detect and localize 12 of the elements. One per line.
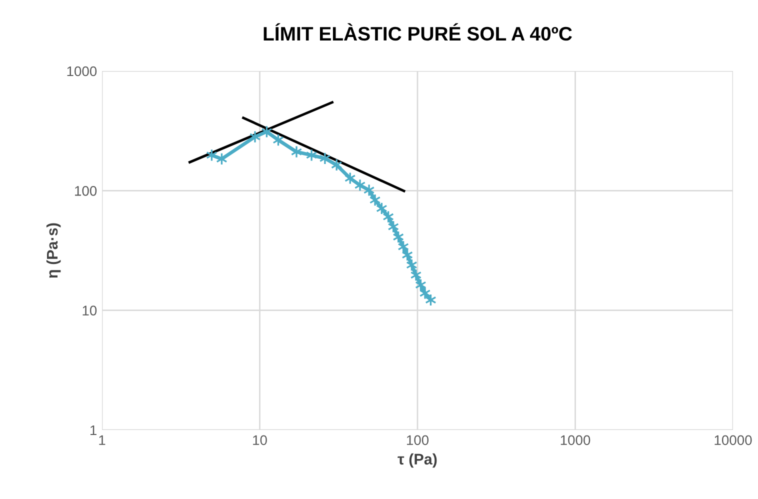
y-tick-label: 10: [82, 306, 97, 316]
y-tick-label: 1000: [67, 66, 97, 76]
x-axis-title: τ (Pa): [398, 453, 437, 468]
x-tick-label: 10: [253, 435, 267, 446]
y-tick-label: 100: [75, 186, 97, 196]
chart-title: LÍMIT ELÀSTIC PURÉ SOL A 40ºC: [264, 23, 572, 41]
y-tick-label: 1: [90, 425, 96, 436]
x-tick-label: 1: [99, 435, 106, 445]
x-tick-label: 10000: [714, 435, 752, 446]
x-tick-label: 100: [406, 435, 429, 446]
y-axis-title: η (Pa·s): [46, 223, 61, 278]
x-tick-label: 1000: [560, 435, 590, 446]
